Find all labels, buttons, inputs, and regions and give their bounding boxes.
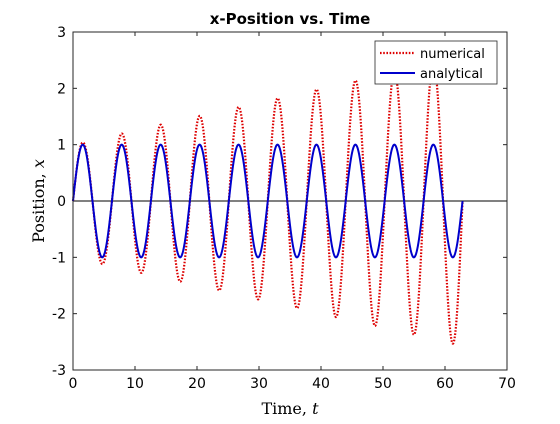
x-tick-label: 0 (69, 376, 78, 392)
x-tick-label: 70 (498, 376, 516, 392)
x-axis-label: Time, t (261, 399, 319, 418)
y-tick-label: 2 (57, 81, 66, 97)
x-tick-label: 20 (188, 376, 206, 392)
y-tick-label: -1 (52, 250, 66, 266)
y-tick-label: 0 (57, 194, 66, 210)
y-axis-label: Position, x (29, 159, 48, 243)
axes-box (72, 31, 508, 371)
y-tick-label: 1 (57, 138, 66, 154)
x-tick-label: 60 (436, 376, 454, 392)
x-tick-label: 30 (250, 376, 268, 392)
x-tick-label: 40 (312, 376, 330, 392)
x-axis-ticks: 0 10 20 30 40 50 60 70 (69, 32, 516, 392)
legend-label-analytical: analytical (420, 67, 483, 82)
chart-title: x-Position vs. Time (210, 10, 371, 28)
series-analytical-line (72, 143, 464, 259)
legend-label-numerical: numerical (420, 47, 485, 62)
legend: numerical analytical (374, 40, 498, 85)
y-tick-label: -2 (52, 307, 66, 323)
x-tick-label: 10 (126, 376, 144, 392)
plot-area (71, 61, 464, 345)
y-tick-label: 3 (57, 25, 66, 41)
y-tick-label: -3 (52, 363, 66, 379)
x-tick-label: 50 (374, 376, 392, 392)
legend-box (374, 40, 498, 85)
